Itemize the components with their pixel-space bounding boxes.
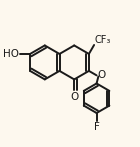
Text: O: O xyxy=(70,92,78,102)
Text: CF₃: CF₃ xyxy=(94,35,111,45)
Text: HO: HO xyxy=(3,49,19,59)
Text: O: O xyxy=(97,70,105,80)
Text: F: F xyxy=(94,122,100,132)
